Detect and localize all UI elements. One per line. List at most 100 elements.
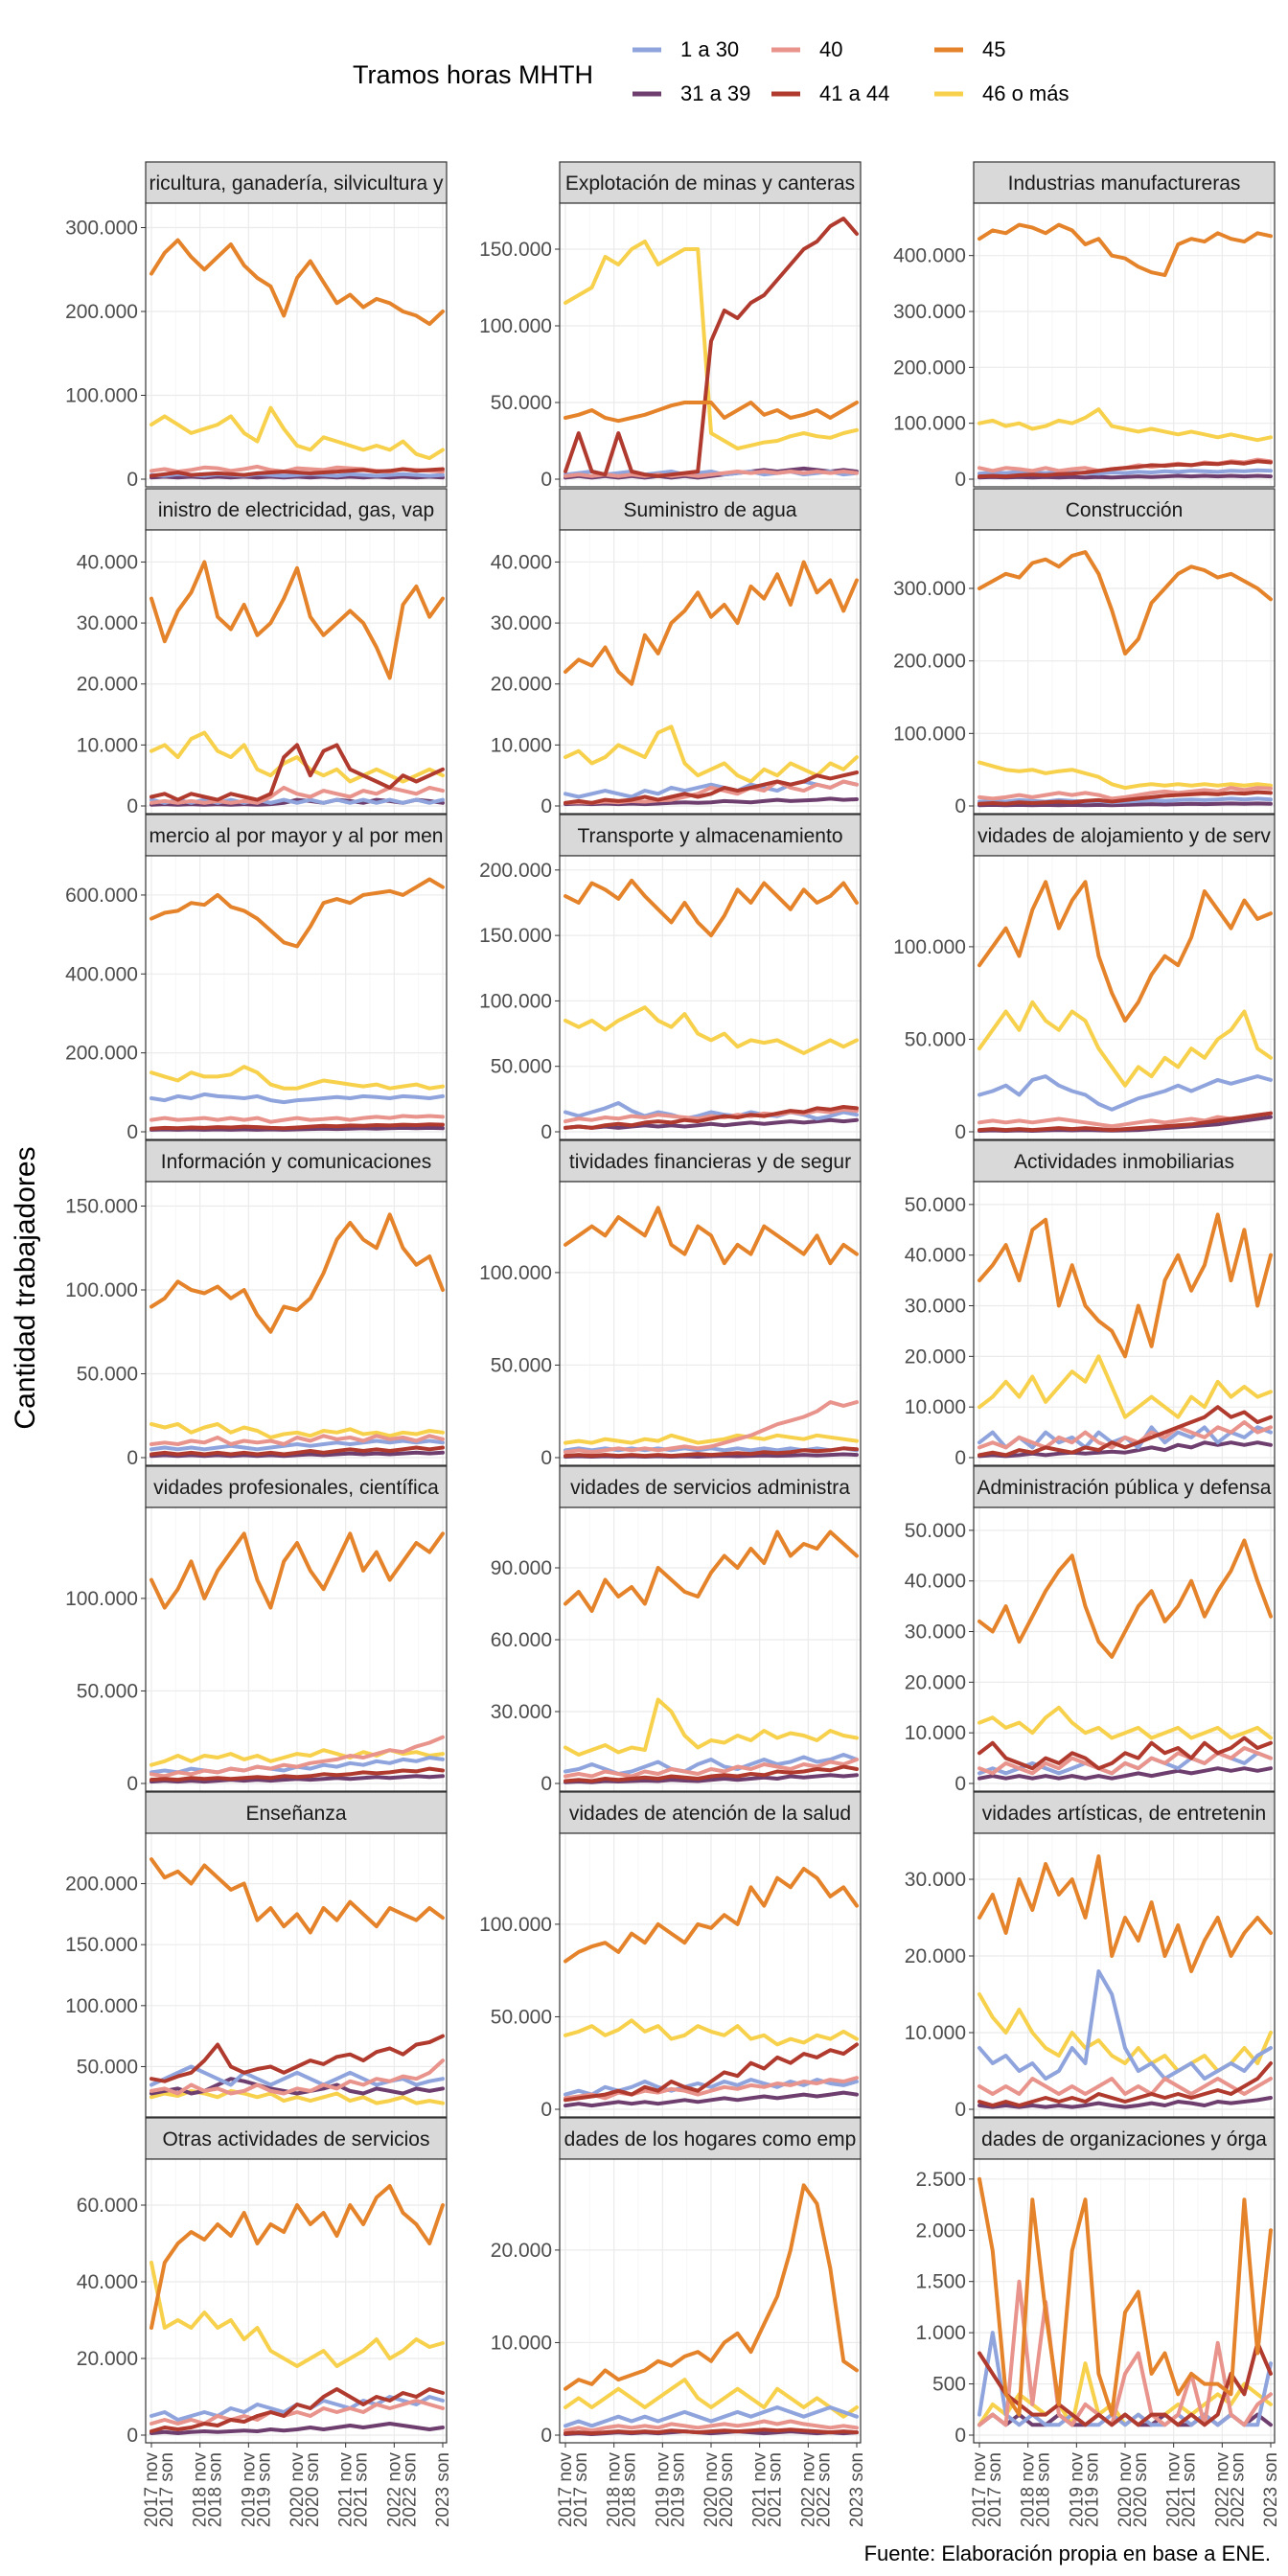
- series-line: [978, 1736, 1273, 1771]
- y-tick-label: 90.000: [491, 1557, 552, 1579]
- panel-border: [559, 1181, 862, 1466]
- y-tick-label: 20.000: [905, 1671, 966, 1693]
- y-tick-label: 50.000: [77, 1364, 138, 1386]
- series-line: [150, 785, 445, 805]
- y-tick-label: 2.500: [915, 2169, 966, 2191]
- y-tick-label: 50.000: [77, 2056, 138, 2078]
- x-tick-label: 2022 nov: [1212, 2452, 1232, 2528]
- caption: Fuente: Elaboración propia en base a ENE…: [864, 2542, 1271, 2565]
- legend-label: 45: [982, 37, 1005, 61]
- y-tick-label: 30.000: [905, 1296, 966, 1318]
- y-tick-label: 40.000: [905, 1245, 966, 1267]
- x-tick-label-secondary: 2019 son: [1082, 2452, 1102, 2527]
- facet-strip: [559, 488, 862, 531]
- facet-panel: Información y comunicaciones 0 50.000 100.0…: [65, 1139, 448, 1469]
- series-line: [150, 1766, 445, 1782]
- panel-border: [145, 2158, 448, 2444]
- series-line: [564, 470, 859, 478]
- facet-title: mercio al por mayor y al por men: [150, 825, 444, 847]
- y-tick-label: 1.000: [915, 2322, 966, 2344]
- series-line: [564, 1433, 859, 1445]
- y-tick-label: 50.000: [491, 2006, 552, 2028]
- y-tick-label: 0: [126, 1447, 138, 1469]
- series-line: [564, 1758, 859, 1779]
- x-tick-label: 2021 nov: [336, 2452, 356, 2528]
- series-line: [564, 2018, 859, 2047]
- series-line: [564, 1446, 859, 1459]
- y-tick-label: 150.000: [65, 1196, 138, 1218]
- y-tick-label: 150.000: [479, 925, 552, 947]
- panel-border: [145, 1506, 448, 1792]
- series-line: [150, 1122, 445, 1131]
- legend-item: 45: [934, 37, 1005, 61]
- y-tick-label: 0: [540, 469, 552, 491]
- x-tick-label: 2018 nov: [605, 2452, 625, 2528]
- x-tick-label-secondary: 2021 son: [1180, 2452, 1200, 2527]
- y-tick-label: 0: [126, 795, 138, 817]
- y-tick-label: 50.000: [905, 1028, 966, 1050]
- x-tick-label: 2023 son: [1261, 2452, 1281, 2527]
- series-line: [978, 1111, 1273, 1129]
- y-tick-label: 10.000: [905, 1722, 966, 1744]
- panels: ricultura, ganadería, silvicultura y 0 100…: [65, 161, 1276, 2447]
- series-line: [978, 1420, 1273, 1450]
- y-tick-label: 150.000: [479, 239, 552, 261]
- legend-item: 40: [771, 37, 842, 61]
- series-line: [978, 1405, 1273, 1458]
- y-tick-label: 100.000: [479, 1262, 552, 1284]
- series-line: [978, 1111, 1273, 1133]
- panel-border: [145, 855, 448, 1140]
- facet-panel: vidades de alojamiento y de serv 0 50.000 1…: [893, 814, 1276, 1143]
- facet-strip: [145, 1791, 448, 1834]
- y-tick-label: 40.000: [77, 551, 138, 573]
- series-line: [978, 473, 1273, 480]
- x-tick-label-secondary: 2018 son: [620, 2452, 640, 2527]
- y-tick-label: 10.000: [491, 2332, 552, 2354]
- series-line: [564, 2183, 859, 2391]
- series-line: [564, 1101, 859, 1121]
- series-line: [978, 550, 1273, 656]
- x-tick-label: 2023 son: [433, 2452, 453, 2527]
- series-line: [978, 790, 1273, 806]
- panel-border: [973, 1506, 1276, 1792]
- panel-border: [559, 2158, 862, 2444]
- series-line: [150, 1774, 445, 1784]
- x-tick-label-secondary: 2021 son: [352, 2452, 372, 2527]
- series-line: [564, 779, 859, 799]
- facet-strip: [145, 161, 448, 204]
- y-tick-label: 0: [540, 2425, 552, 2447]
- y-tick-label: 100.000: [65, 1588, 138, 1610]
- panel-border: [559, 1832, 862, 2118]
- facet-title: ricultura, ganadería, silvicultura y: [150, 172, 444, 195]
- y-tick-label: 600.000: [65, 885, 138, 907]
- series-line: [978, 459, 1273, 479]
- facet-panel: Transporte y almacenamiento 0 50.000 100.00…: [479, 814, 862, 1143]
- series-line: [150, 1438, 445, 1452]
- y-tick-label: 400.000: [65, 963, 138, 985]
- panel-border: [559, 855, 862, 1140]
- facet-panel: vidades artísticas, de entretenin 0 10.000…: [905, 1791, 1276, 2121]
- x-tick-label-secondary: 2017 son: [985, 2452, 1005, 2527]
- series-line: [564, 240, 859, 450]
- facet-strip: [145, 1139, 448, 1183]
- series-line: [150, 877, 445, 949]
- y-tick-label: 60.000: [491, 1629, 552, 1651]
- facet-strip: [973, 814, 1276, 857]
- x-tick-label-secondary: 2022 son: [400, 2452, 420, 2527]
- y-tick-label: 100.000: [65, 1279, 138, 1301]
- series-line: [150, 560, 445, 680]
- facet-title: Construcción: [1066, 499, 1184, 521]
- series-line: [150, 2261, 445, 2368]
- series-line: [978, 2077, 1273, 2096]
- x-tick-label-secondary: 2017 son: [157, 2452, 177, 2527]
- series-line: [564, 2378, 859, 2419]
- series-line: [978, 2061, 1273, 2107]
- series-line: [978, 1746, 1273, 1776]
- legend-label: 40: [819, 37, 842, 61]
- y-tick-label: 200.000: [65, 301, 138, 323]
- series-line: [150, 1212, 445, 1334]
- series-line: [978, 1212, 1273, 1359]
- x-tick-label: 2018 nov: [191, 2452, 211, 2528]
- facet-strip: [973, 1465, 1276, 1508]
- y-tick-label: 100.000: [893, 936, 966, 958]
